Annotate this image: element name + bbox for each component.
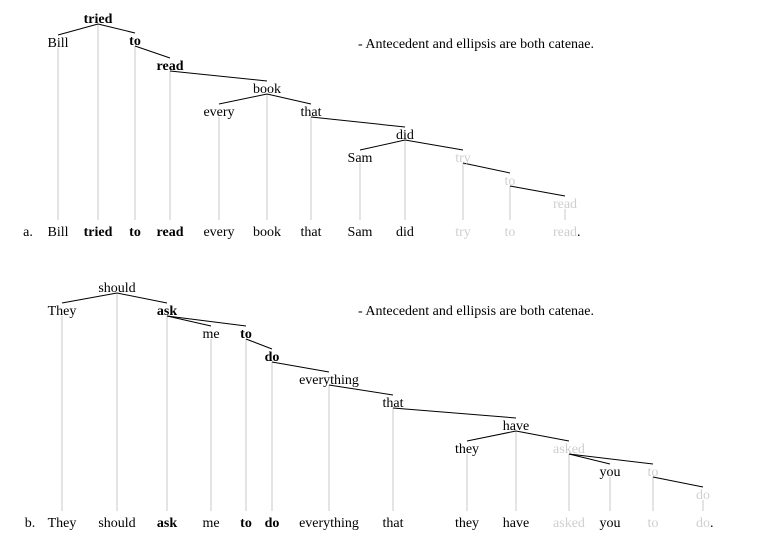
dependency-edge [509, 185, 566, 197]
sentence-word: every [203, 225, 234, 240]
sentence-word: Bill [47, 225, 68, 240]
tree-node: do [265, 350, 280, 365]
tree-node: to [129, 34, 141, 49]
dependency-edge [116, 292, 168, 304]
tree-node: read [553, 197, 577, 212]
sentence-word: read [553, 225, 577, 240]
dependency-edge [166, 315, 212, 327]
tree-node: to [240, 327, 252, 342]
final-punctuation: . [710, 516, 714, 531]
dependency-edge [271, 361, 330, 373]
dependency-edge [568, 453, 654, 465]
sentence-word: book [253, 225, 281, 240]
tree-node: ask [157, 304, 177, 319]
sentence-word: that [383, 516, 404, 531]
dependency-edge [97, 23, 136, 34]
dependency-edge [169, 70, 268, 82]
sentence-word: do [696, 516, 710, 531]
final-punctuation: . [577, 225, 581, 240]
tree-node: book [253, 82, 281, 97]
dependency-edge [404, 139, 464, 151]
dependency-edge [328, 384, 394, 396]
dependency-edge [134, 45, 171, 59]
sentence-word: They [48, 516, 77, 531]
dependency-edge [61, 292, 118, 304]
tree-node: everything [299, 373, 359, 388]
dependency-edge [57, 23, 99, 36]
tree-node: They [48, 304, 77, 319]
dependency-edge [466, 430, 517, 442]
sentence-word: should [98, 516, 135, 531]
sentence-word: did [396, 225, 414, 240]
sentence-word: everything [299, 516, 359, 531]
tree-a: Bill tried to read every book that Sam did try to r… [23, 12, 594, 240]
dependency-edge [462, 162, 511, 174]
tree-node: read [157, 59, 184, 74]
tree-node: to [648, 465, 659, 480]
tree-node: me [202, 327, 219, 342]
tree-node: that [301, 105, 322, 120]
tree-node: do [696, 488, 710, 503]
tree-node: Bill [47, 36, 68, 51]
tree-node: Sam [348, 151, 373, 166]
tree-node: they [455, 442, 479, 457]
sentence-word: have [503, 516, 529, 531]
note-text: - Antecedent and ellipsis are both caten… [358, 37, 594, 52]
dependency-edge [568, 453, 611, 465]
sentence-word: asked [553, 516, 585, 531]
sentence-word: that [301, 225, 322, 240]
tree-node: you [600, 465, 621, 480]
dependency-edge [310, 116, 406, 128]
sentence-word: you [600, 516, 621, 531]
sentence-word: read [157, 225, 184, 240]
tree-node: every [203, 105, 234, 120]
example-label: a. [23, 225, 33, 240]
sentence-word: me [202, 516, 219, 531]
sentence-word: ask [157, 516, 177, 531]
dependency-edge [392, 407, 517, 419]
tree-node: to [505, 174, 516, 189]
dependency-edge [359, 139, 406, 151]
tree-node: have [503, 419, 529, 434]
dependency-edge [245, 338, 273, 350]
tree-node: should [98, 281, 135, 296]
sentence-word: tried [84, 225, 113, 240]
sentence-word: to [240, 516, 252, 531]
tree-node: tried [84, 12, 113, 27]
sentence-word: to [129, 225, 141, 240]
dependency-edge [166, 315, 247, 327]
sentence-word: Sam [348, 225, 373, 240]
sentence-word: they [455, 516, 479, 531]
dependency-edge [652, 476, 704, 488]
sentence-word: try [455, 225, 471, 240]
sentence-word: do [265, 516, 280, 531]
tree-node: try [455, 151, 471, 166]
sentence-word: to [505, 225, 516, 240]
note-text: - Antecedent and ellipsis are both caten… [358, 304, 594, 319]
dependency-edge [515, 430, 570, 442]
tree-node: asked [553, 442, 585, 457]
sentence-word: to [648, 516, 659, 531]
dependency-edge [218, 93, 268, 105]
example-label: b. [25, 516, 36, 531]
tree-node: did [396, 128, 414, 143]
dependency-edge [266, 93, 312, 105]
tree-node: that [383, 396, 404, 411]
